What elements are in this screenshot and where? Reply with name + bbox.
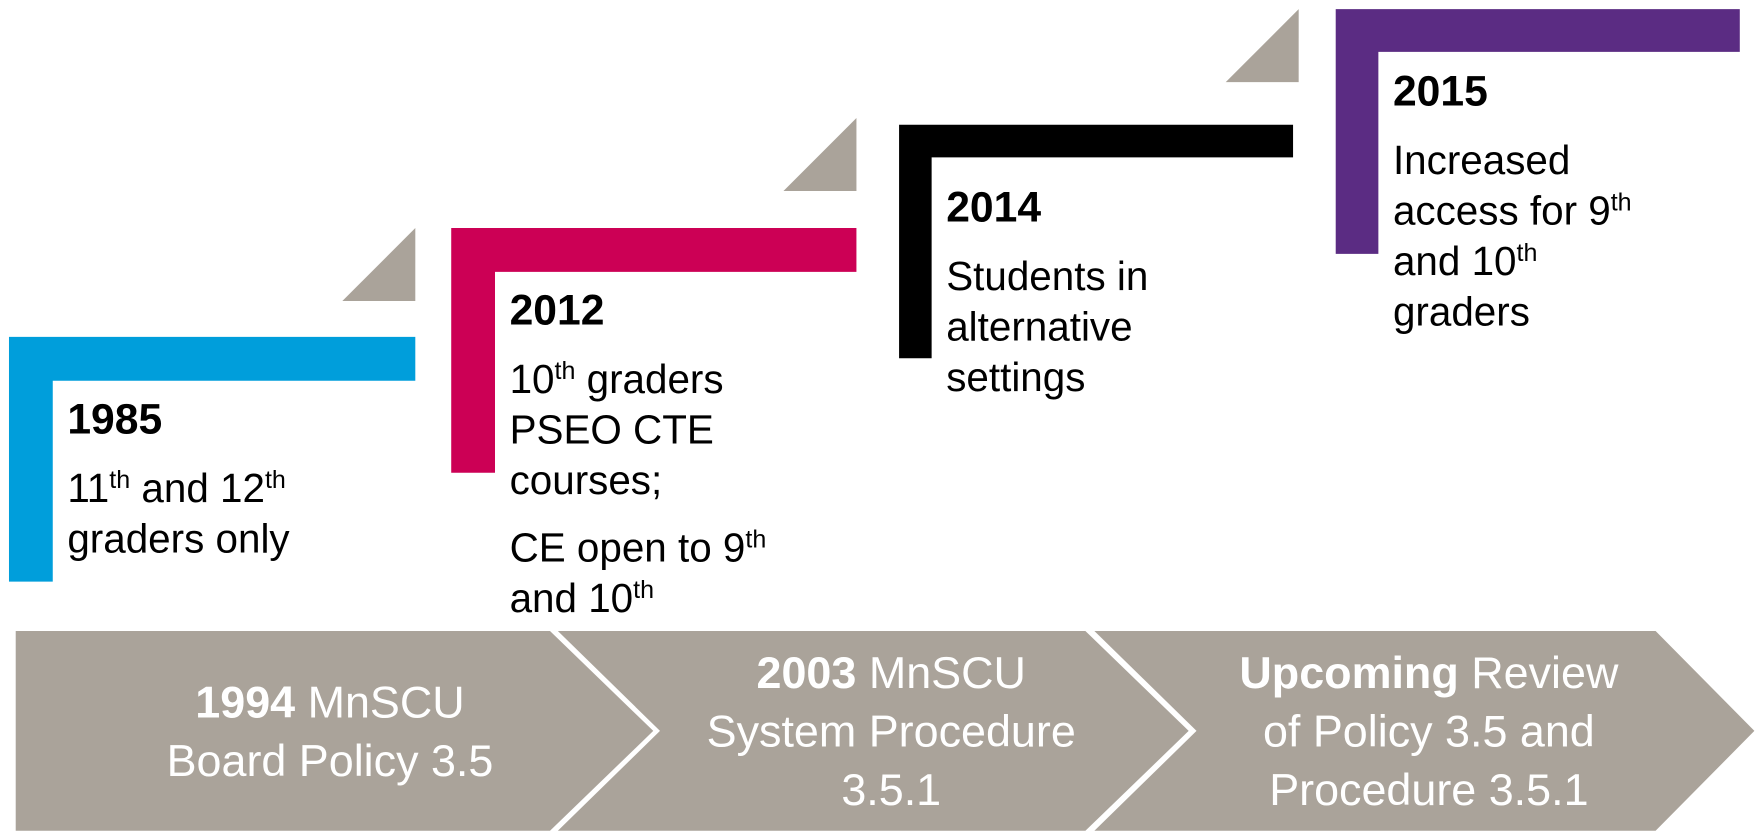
- step-bracket: [899, 124, 1294, 359]
- step-text: Increased: [1393, 137, 1570, 183]
- superscript: th: [1611, 189, 1632, 217]
- step-text: courses;: [510, 457, 663, 503]
- superscript: th: [265, 466, 286, 494]
- text-run: and 12: [130, 465, 265, 511]
- step-triangle: [783, 118, 857, 192]
- step-text: Students in: [946, 253, 1148, 299]
- text-run: and 10: [510, 575, 634, 621]
- step-triangle: [342, 228, 416, 302]
- chevron-text: Upcoming Review: [1239, 647, 1619, 698]
- step-year: 2015: [1393, 68, 1488, 116]
- step-year: 2012: [510, 287, 605, 335]
- chevron-text: Procedure 3.5.1: [1269, 764, 1588, 815]
- text-run: settings: [946, 354, 1085, 400]
- step-text: alternative: [946, 303, 1132, 349]
- text-run: Students in: [946, 253, 1148, 299]
- superscript: th: [633, 576, 654, 604]
- step-bracket: [8, 336, 416, 582]
- chevron-text: System Procedure: [707, 706, 1076, 757]
- superscript: th: [555, 357, 576, 385]
- chevron: [557, 631, 1189, 831]
- text-run: MnSCU: [856, 647, 1026, 698]
- text-run: access for 9: [1393, 188, 1611, 234]
- bold-run: 1994: [195, 676, 295, 727]
- bold-run: 2003: [757, 647, 857, 698]
- text-run: 10: [510, 356, 555, 402]
- chevron: [15, 631, 654, 831]
- text-run: PSEO CTE: [510, 407, 714, 453]
- text-run: graders only: [67, 515, 290, 561]
- text-run: graders: [575, 356, 723, 402]
- superscript: th: [109, 466, 130, 494]
- text-run: courses;: [510, 457, 663, 503]
- step-bracket: [451, 228, 857, 473]
- chevron: [1094, 631, 1755, 831]
- step-year: 2014: [946, 183, 1041, 231]
- text-run: graders: [1393, 289, 1530, 335]
- step-text: graders: [1393, 289, 1530, 335]
- text-run: alternative: [946, 303, 1132, 349]
- step-text: graders only: [67, 515, 290, 561]
- text-run: Review: [1459, 647, 1619, 698]
- chevron-text: 2003 MnSCU: [757, 647, 1026, 698]
- text-run: Increased: [1393, 137, 1570, 183]
- step-text: and 10th: [1393, 238, 1537, 284]
- text-run: Board Policy 3.5: [167, 735, 494, 786]
- step-text: 11th and 12th: [67, 465, 285, 511]
- step-bracket: [1335, 9, 1740, 254]
- step-text: 10th graders: [510, 356, 724, 402]
- superscript: th: [745, 525, 766, 553]
- chevron-text: of Policy 3.5 and: [1263, 706, 1595, 757]
- step-year: 1985: [67, 395, 162, 443]
- bold-run: Upcoming: [1239, 647, 1458, 698]
- step-text: PSEO CTE: [510, 407, 714, 453]
- step-text: and 10th: [510, 575, 654, 621]
- text-run: 11: [67, 465, 109, 511]
- text-run: System Procedure: [707, 706, 1076, 757]
- text-run: CE open to 9: [510, 524, 746, 570]
- step-text: CE open to 9th: [510, 524, 767, 570]
- superscript: th: [1517, 239, 1538, 267]
- text-run: MnSCU: [295, 676, 465, 727]
- chevron-text: 1994 MnSCU: [195, 676, 464, 727]
- text-run: 3.5.1: [841, 764, 941, 815]
- chevrons: [15, 631, 1755, 831]
- step-triangle: [1225, 9, 1299, 83]
- text-run: Procedure 3.5.1: [1269, 764, 1588, 815]
- step-text: settings: [946, 354, 1085, 400]
- text-run: of Policy 3.5 and: [1263, 706, 1595, 757]
- step-text: access for 9th: [1393, 188, 1632, 234]
- chevron-text: Board Policy 3.5: [167, 735, 494, 786]
- chevron-text: 3.5.1: [841, 764, 941, 815]
- text-run: and 10: [1393, 238, 1517, 284]
